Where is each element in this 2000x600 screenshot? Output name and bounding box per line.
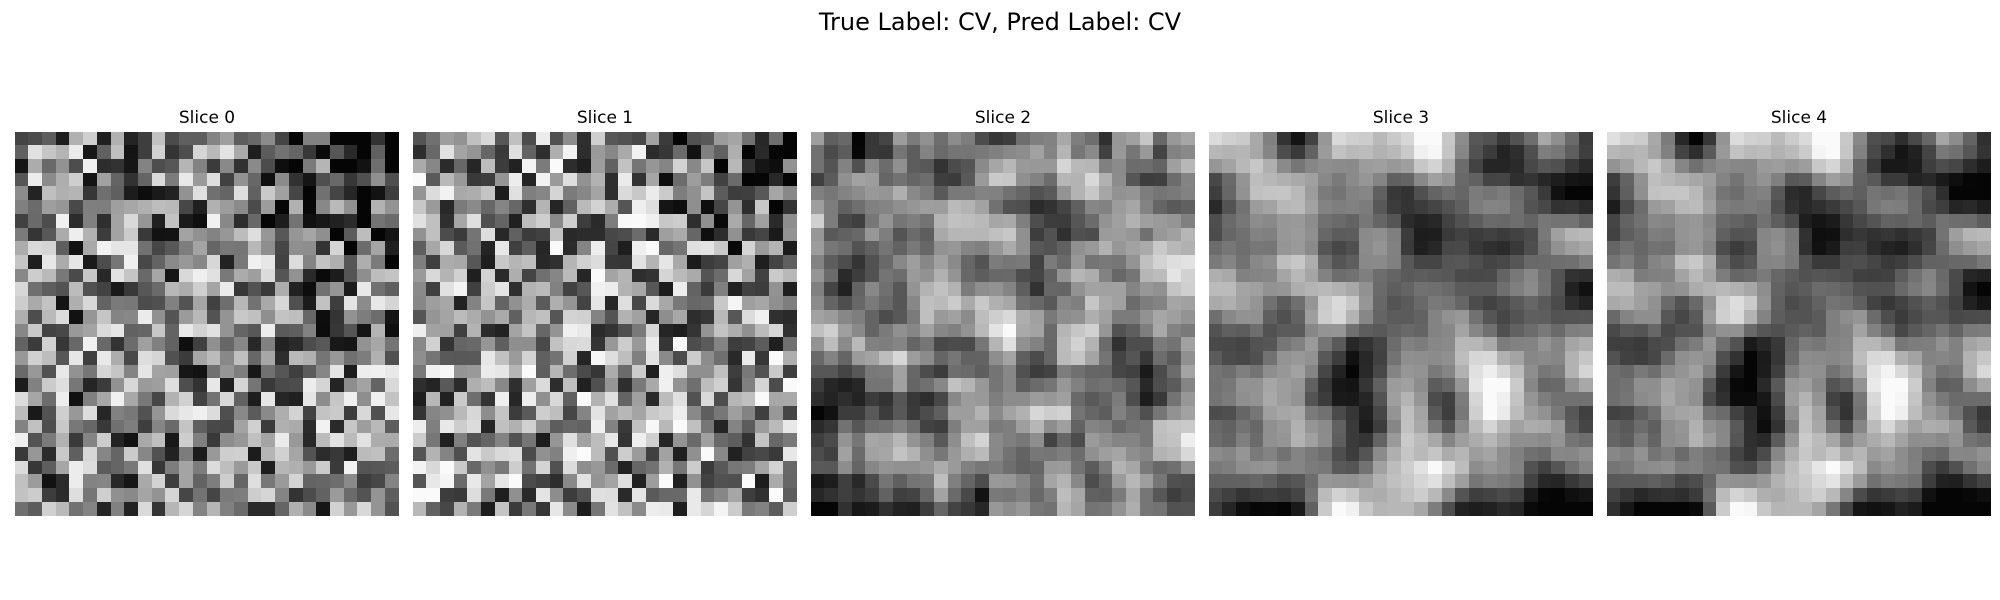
slice-title-3: Slice 3 (1372, 108, 1430, 128)
slice-title-2: Slice 2 (974, 108, 1032, 128)
slice-image-0 (15, 132, 399, 516)
slice-image-4 (1607, 132, 1991, 516)
figure-title: True Label: CV, Pred Label: CV (818, 8, 1182, 36)
slice-panel-1: Slice 1 (413, 106, 797, 516)
slice-panel-4: Slice 4 (1607, 106, 1991, 516)
slice-image-3 (1209, 132, 1593, 516)
slice-panel-2: Slice 2 (811, 106, 1195, 516)
slice-image-2 (811, 132, 1195, 516)
slice-image-1 (413, 132, 797, 516)
slice-title-1: Slice 1 (576, 108, 634, 128)
slice-panel-3: Slice 3 (1209, 106, 1593, 516)
slice-title-0: Slice 0 (178, 108, 236, 128)
slice-panel-0: Slice 0 (15, 106, 399, 516)
slice-title-4: Slice 4 (1770, 108, 1828, 128)
